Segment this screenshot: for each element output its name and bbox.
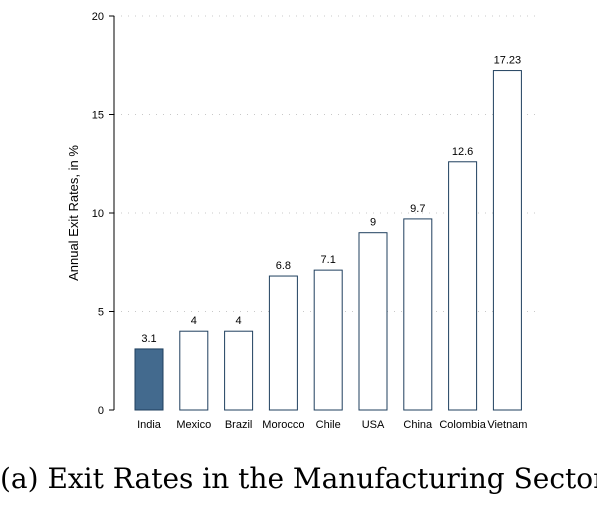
value-label: 12.6 bbox=[452, 146, 473, 158]
value-label: 17.23 bbox=[494, 55, 522, 67]
y-tick-label: 5 bbox=[98, 307, 104, 319]
y-tick-label: 0 bbox=[98, 405, 104, 417]
value-label: 4 bbox=[191, 315, 197, 327]
bar-usa bbox=[358, 232, 388, 411]
value-label: 9 bbox=[370, 217, 376, 229]
value-label: 3.1 bbox=[141, 333, 156, 345]
bar-vietnam bbox=[492, 70, 522, 411]
bar-india bbox=[134, 348, 164, 411]
bars: 3.1 4 4 6.8 7.1 9 9.7 12.6 17.23 bbox=[134, 55, 522, 411]
x-tick-label: Mexico bbox=[176, 419, 211, 431]
x-tick-label: India bbox=[137, 419, 162, 431]
y-tick-label: 15 bbox=[92, 110, 104, 122]
y-tick-label: 10 bbox=[92, 208, 104, 220]
y-axis: 0 5 10 15 20 bbox=[92, 11, 115, 417]
x-tick-label: Morocco bbox=[262, 419, 304, 431]
value-label: 4 bbox=[236, 315, 242, 327]
y-axis-label: Annual Exit Rates, in % bbox=[66, 145, 81, 281]
bar-colombia bbox=[448, 161, 478, 411]
bar-morocco bbox=[268, 275, 298, 411]
x-tick-label: USA bbox=[362, 419, 385, 431]
bar-chile bbox=[313, 269, 343, 411]
value-label: 6.8 bbox=[276, 260, 291, 272]
bar-mexico bbox=[179, 330, 209, 411]
x-tick-label: Chile bbox=[316, 419, 341, 431]
y-tick-label: 20 bbox=[92, 11, 104, 23]
x-tick-label: China bbox=[403, 419, 433, 431]
bar-chart: 0 5 10 15 20 3.1 4 4 6.8 7.1 9 9.7 12.6 17.23 India M… bbox=[66, 11, 540, 431]
bar-china bbox=[403, 218, 433, 411]
bar-brazil bbox=[224, 330, 254, 411]
value-label: 7.1 bbox=[321, 254, 336, 266]
x-axis: India Mexico Brazil Morocco Chile USA China Col… bbox=[137, 419, 527, 431]
gridlines bbox=[114, 15, 540, 312]
value-label: 9.7 bbox=[410, 203, 425, 215]
x-tick-label: Brazil bbox=[225, 419, 253, 431]
x-tick-label: Colombia bbox=[439, 419, 486, 431]
figure-caption: (a) Exit Rates in the Manufacturing Sect… bbox=[0, 462, 597, 495]
x-tick-label: Vietnam bbox=[487, 419, 527, 431]
